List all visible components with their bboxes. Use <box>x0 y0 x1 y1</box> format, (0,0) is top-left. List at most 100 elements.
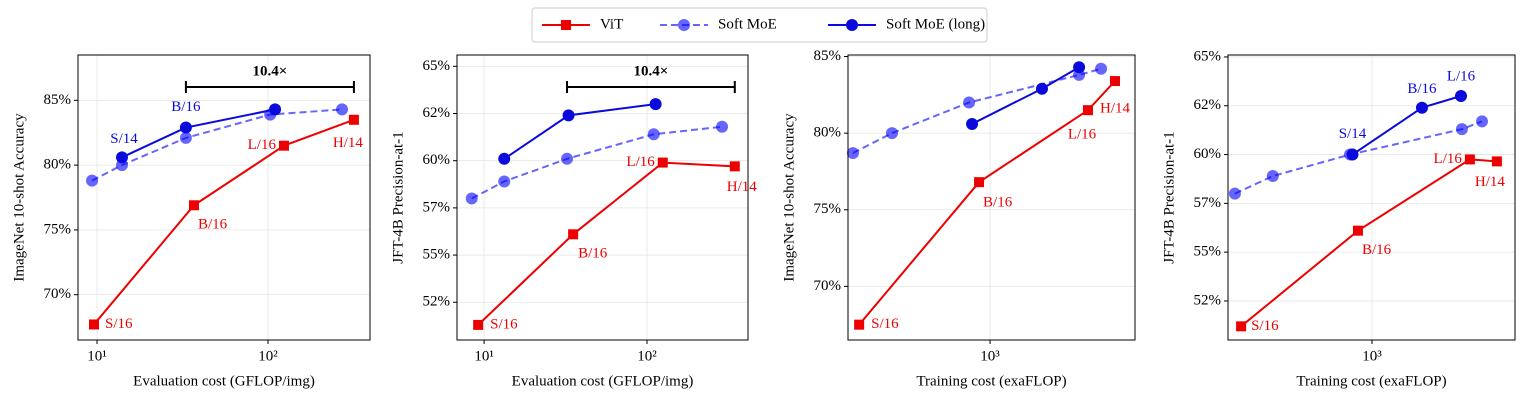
point-label: B/16 <box>198 217 228 233</box>
point-label: B/16 <box>578 246 608 262</box>
point <box>1454 89 1467 102</box>
y-axis-label: ImageNet 10-shot Accuracy <box>11 113 27 282</box>
x-tick-label: 10³ <box>980 348 1000 364</box>
point <box>498 175 511 188</box>
series-line <box>1240 158 1497 328</box>
point <box>885 127 898 140</box>
series-line <box>852 67 1102 154</box>
point-label: L/16 <box>1434 151 1463 167</box>
y-tick-label: 55% <box>1194 244 1222 260</box>
legend-marker <box>678 19 690 31</box>
x-tick-label: 10¹ <box>87 348 107 364</box>
point <box>336 103 349 116</box>
point <box>498 152 511 165</box>
point-label: S/14 <box>110 131 138 147</box>
y-tick-label: 60% <box>423 152 451 168</box>
point-label: S/16 <box>490 316 518 332</box>
legend-marker <box>846 19 858 31</box>
point <box>1073 61 1086 74</box>
point-label: S/16 <box>1251 318 1279 334</box>
point-label: L/16 <box>248 137 277 153</box>
point <box>1346 148 1359 161</box>
y-axis-label: JFT-4B Precision-at-1 <box>390 131 406 263</box>
point <box>1455 123 1468 136</box>
point <box>1415 101 1428 114</box>
y-tick-label: 62% <box>423 105 451 121</box>
x-tick-label: 10³ <box>1362 348 1382 364</box>
point <box>179 121 192 134</box>
point <box>1236 321 1247 332</box>
legend-marker <box>561 20 571 30</box>
point <box>188 200 199 211</box>
point <box>966 117 979 130</box>
point-label: B/16 <box>171 99 201 115</box>
point <box>649 98 662 111</box>
series-line <box>471 125 723 200</box>
y-tick-label: 85% <box>44 92 72 108</box>
plot-frame <box>1227 54 1516 341</box>
annotation: 10.4× <box>252 63 287 79</box>
point <box>1491 156 1502 167</box>
point <box>716 120 729 133</box>
point-label: S/16 <box>871 316 899 332</box>
y-tick-label: 57% <box>1194 195 1222 211</box>
x-axis-label: Evaluation cost (GFLOP/img) <box>133 373 315 389</box>
y-tick-label: 70% <box>44 286 72 302</box>
x-tick-label: 10² <box>258 348 278 364</box>
point <box>1082 105 1093 116</box>
point <box>269 103 282 116</box>
point-label: H/14 <box>333 135 364 151</box>
series-line <box>971 66 1080 125</box>
point-label: B/16 <box>1362 242 1392 258</box>
y-tick-label: 75% <box>814 201 842 217</box>
y-tick-label: 80% <box>44 157 72 173</box>
series-line <box>93 118 355 326</box>
point <box>1095 62 1108 75</box>
point <box>465 192 478 205</box>
x-axis-label: Evaluation cost (GFLOP/img) <box>512 373 694 389</box>
point <box>1228 187 1241 200</box>
point <box>278 140 289 151</box>
point <box>348 114 359 125</box>
point <box>561 152 574 165</box>
point <box>116 151 129 164</box>
point <box>1476 115 1489 128</box>
legend-label: Soft MoE <box>718 16 777 32</box>
legend-label: ViT <box>600 16 623 32</box>
point-label: S/16 <box>105 316 133 332</box>
point <box>657 157 668 168</box>
plot-frame <box>77 54 371 341</box>
y-axis-label: ImageNet 10-shot Accuracy <box>781 113 797 282</box>
annotation: 10.4× <box>634 63 669 79</box>
point-label: H/14 <box>1100 100 1131 116</box>
point <box>562 109 575 122</box>
x-tick-label: 10² <box>637 348 657 364</box>
y-tick-label: 85% <box>814 48 842 64</box>
plot-frame <box>456 54 749 341</box>
legend-label: Soft MoE (long) <box>886 16 985 32</box>
series-line <box>503 103 656 160</box>
y-tick-label: 80% <box>814 125 842 141</box>
series-line <box>858 80 1116 326</box>
point <box>86 174 99 187</box>
point <box>1464 154 1475 165</box>
series-line <box>477 161 735 326</box>
point <box>1266 170 1279 183</box>
point <box>854 319 865 330</box>
y-tick-label: 57% <box>423 199 451 215</box>
point <box>974 177 985 188</box>
point <box>473 319 484 330</box>
y-tick-label: 65% <box>423 58 451 74</box>
point-label: H/14 <box>727 179 758 195</box>
point <box>846 147 859 160</box>
point <box>729 161 740 172</box>
series-line <box>1351 95 1462 156</box>
y-axis-label: JFT-4B Precision-at-1 <box>1161 131 1177 263</box>
point <box>963 96 976 109</box>
point <box>1352 225 1363 236</box>
plot-frame <box>847 54 1136 341</box>
point-label: L/16 <box>1447 68 1476 84</box>
point <box>1110 76 1121 87</box>
y-tick-label: 62% <box>1194 97 1222 113</box>
